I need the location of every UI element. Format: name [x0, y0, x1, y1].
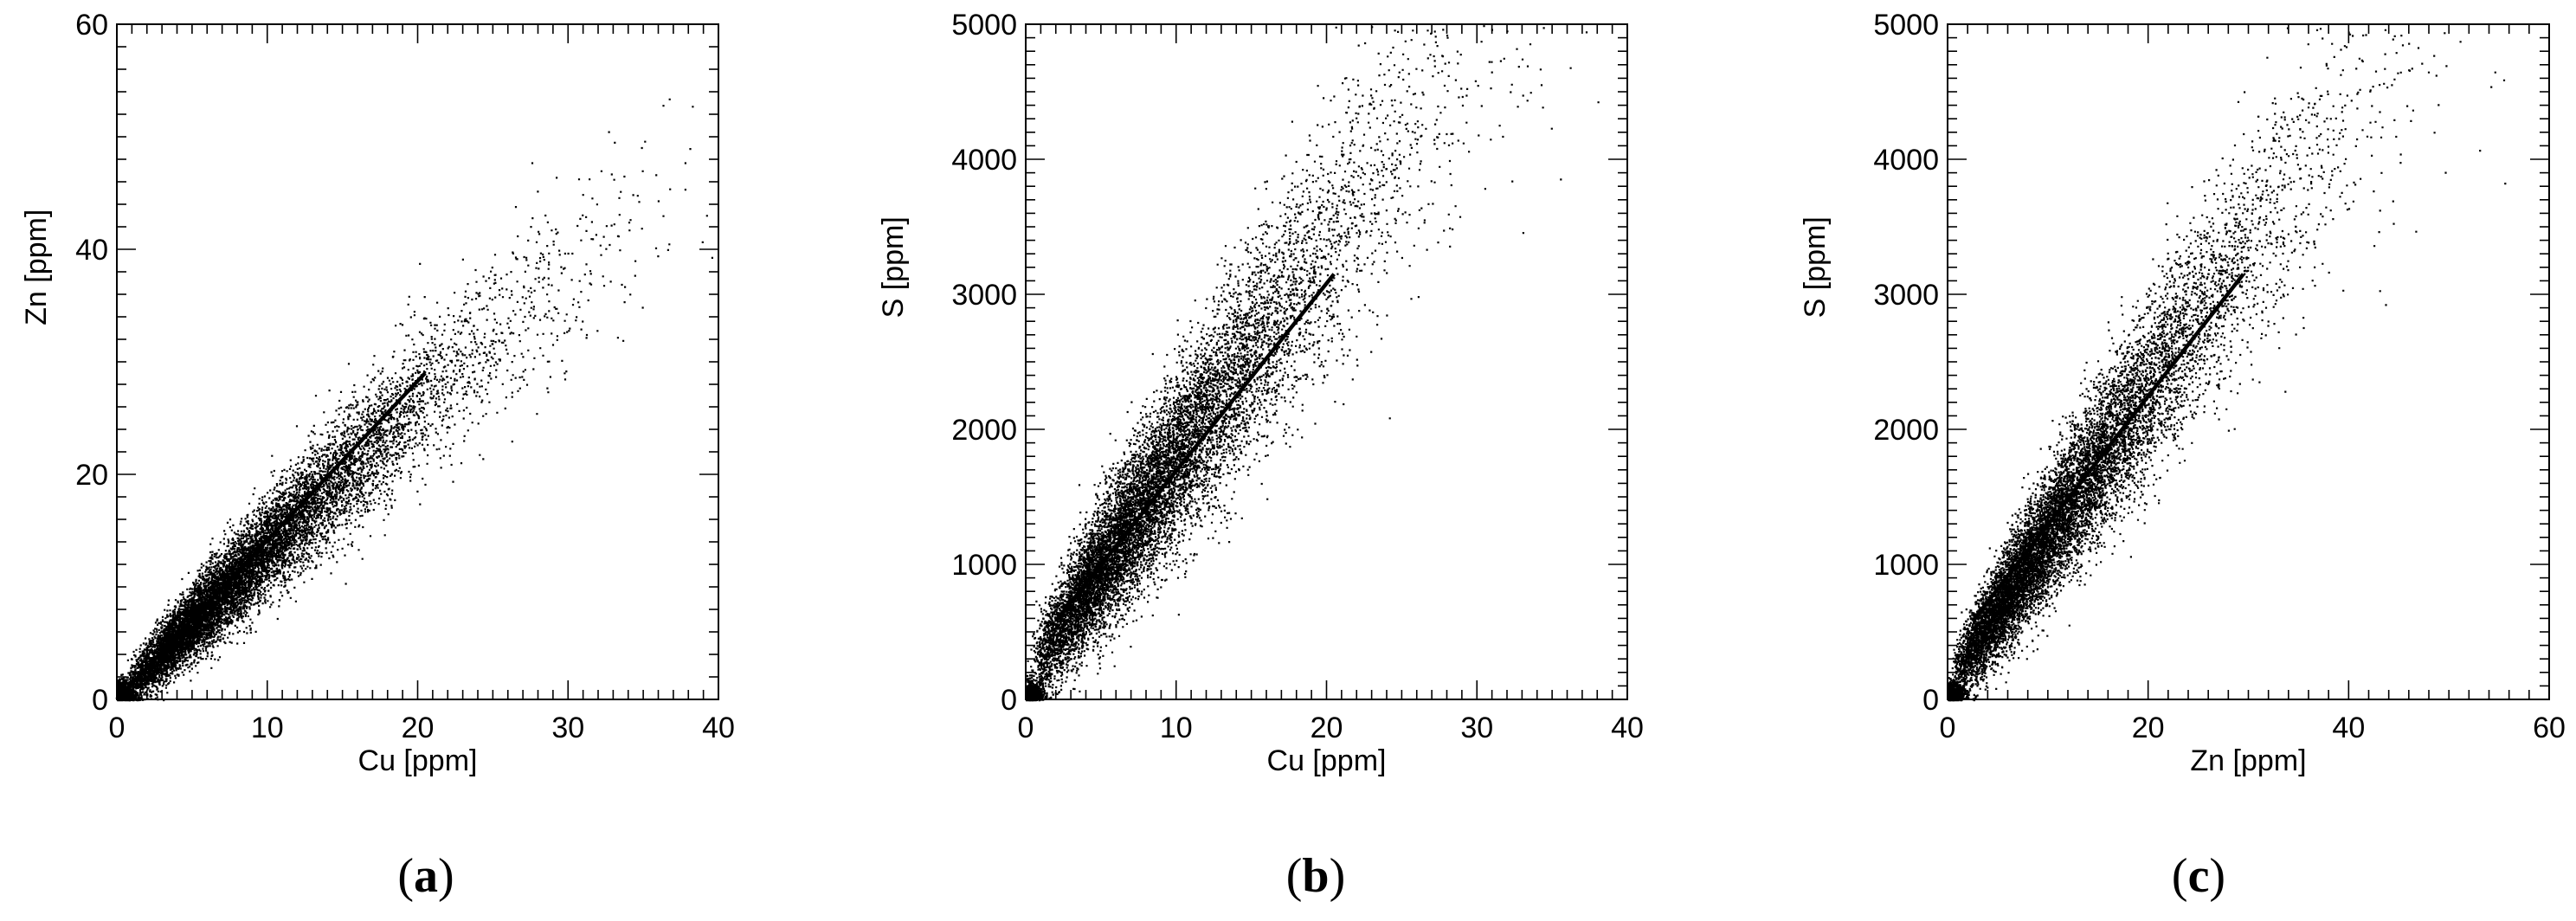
- panel-c-y-tick-label: 1000: [1873, 549, 1939, 582]
- panel-a-caption-letter: a: [414, 849, 438, 903]
- panel-b-caption-letter: b: [1302, 849, 1329, 903]
- panel-c-caption: (c): [2172, 849, 2225, 903]
- panel-c-y-tick-label: 2000: [1873, 414, 1939, 447]
- panel-a-caption-close: ): [438, 849, 454, 903]
- panel-b-y-tick-label: 0: [1001, 684, 1017, 717]
- panel-a-x-tick-label: 40: [702, 712, 735, 744]
- panel-b-caption-open: (: [1286, 849, 1303, 903]
- panel-c-x-tick-label: 0: [1940, 712, 1956, 744]
- panel-a-caption: (a): [397, 849, 454, 903]
- panel-b-fit-line: [1053, 273, 1336, 622]
- panel-b-x-tick-label: 30: [1460, 712, 1493, 744]
- panel-b-plot-frame: [1025, 23, 1628, 700]
- panel-a-scatter-points: [117, 98, 713, 702]
- panel-c: 0 20 40 60 0 1000 2000 3000 4000 5000 Zn [ppm] S [p…: [1799, 9, 2566, 777]
- panel-c-x-tick-label: 20: [2132, 712, 2165, 744]
- panel-b: 0 10 20 30 40 0 1000 2000 3000 4000 5000 Cu [ppm] S …: [877, 9, 1644, 777]
- panel-a: 0 10 20 30 40 0 20 40 60 Cu [ppm] Zn [ppm]: [20, 9, 735, 777]
- panel-c-fit-line: [1971, 273, 2245, 622]
- panel-c-y-tick-label: 0: [1922, 684, 1939, 717]
- panel-c-caption-open: (: [2172, 849, 2188, 903]
- panel-b-x-axis-title: Cu [ppm]: [1267, 744, 1387, 777]
- panel-a-y-tick-label: 40: [75, 234, 108, 267]
- panel-a-x-axis-title: Cu [ppm]: [358, 744, 478, 777]
- panel-b-caption-close: ): [1330, 849, 1346, 903]
- panel-a-x-tick-label: 10: [251, 712, 284, 744]
- panel-b-y-tick-label: 2000: [951, 414, 1017, 447]
- panel-c-caption-letter: c: [2188, 849, 2210, 903]
- panel-c-y-axis-title: S [ppm]: [1799, 216, 1832, 318]
- panel-a-x-tick-label: 0: [109, 712, 126, 744]
- panel-a-fit-line: [115, 371, 427, 701]
- panel-b-scatter-points: [1026, 25, 1600, 702]
- panel-a-x-tick-label: 20: [402, 712, 435, 744]
- panel-c-scatter-points: [1948, 27, 2507, 702]
- panel-c-y-tick-label: 4000: [1873, 144, 1939, 177]
- panel-b-y-tick-label: 3000: [951, 279, 1017, 312]
- panel-b-y-tick-label: 5000: [951, 9, 1017, 42]
- panel-c-x-tick-label: 40: [2332, 712, 2365, 744]
- panel-c-x-tick-label: 60: [2533, 712, 2566, 744]
- panel-a-y-tick-label: 60: [75, 9, 108, 42]
- panel-a-y-tick-label: 20: [75, 459, 108, 492]
- panel-b-x-tick-label: 40: [1611, 712, 1644, 744]
- panel-a-x-tick-label: 30: [551, 712, 584, 744]
- panel-c-x-axis-title: Zn [ppm]: [2190, 744, 2306, 777]
- panel-b-y-tick-label: 1000: [951, 549, 1017, 582]
- panel-c-y-tick-label: 3000: [1873, 279, 1939, 312]
- panel-b-x-tick-label: 10: [1160, 712, 1193, 744]
- panel-b-y-tick-label: 4000: [951, 144, 1017, 177]
- panel-b-x-tick-label: 0: [1018, 712, 1034, 744]
- panel-c-caption-close: ): [2209, 849, 2225, 903]
- panel-a-y-axis-title: Zn [ppm]: [20, 209, 53, 325]
- panel-b-caption: (b): [1286, 849, 1345, 903]
- panel-a-caption-open: (: [397, 849, 414, 903]
- panel-c-y-tick-label: 5000: [1873, 9, 1939, 42]
- panel-a-y-tick-label: 0: [92, 684, 108, 717]
- panel-b-x-tick-label: 20: [1311, 712, 1343, 744]
- panel-b-y-axis-title: S [ppm]: [877, 216, 910, 318]
